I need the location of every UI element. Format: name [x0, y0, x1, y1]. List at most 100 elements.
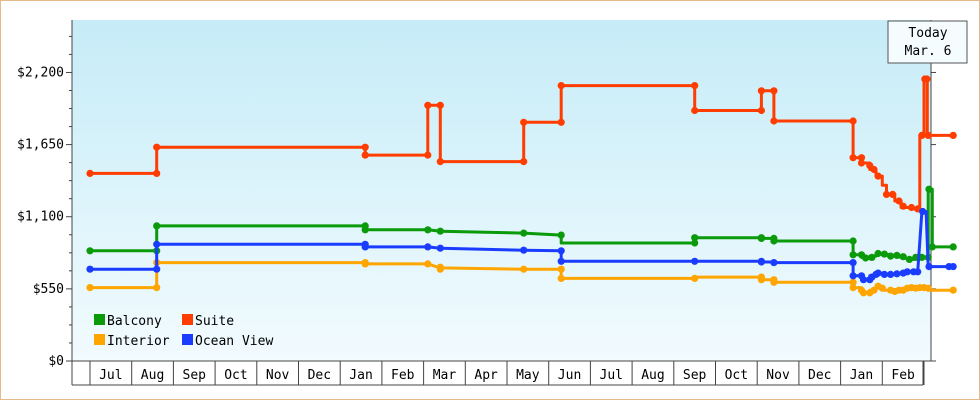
data-point — [361, 151, 369, 159]
data-point — [895, 197, 903, 205]
x-tick-label: Oct — [725, 368, 748, 383]
legend-label: Ocean View — [195, 334, 273, 349]
x-tick-label: Jan — [850, 368, 873, 383]
data-point — [153, 240, 161, 248]
data-point — [424, 151, 432, 159]
x-tick-label: Feb — [891, 368, 915, 383]
data-point — [870, 165, 878, 174]
data-point — [86, 247, 94, 255]
data-point — [918, 131, 926, 139]
x-tick-label: Aug — [641, 368, 664, 383]
data-point — [770, 117, 778, 125]
data-point — [86, 169, 94, 177]
data-point — [691, 257, 699, 265]
data-point — [520, 229, 528, 237]
data-point — [862, 254, 870, 262]
data-point — [361, 226, 369, 234]
series-balcony — [86, 185, 957, 263]
data-point — [949, 131, 957, 139]
plot-background — [72, 20, 931, 361]
x-tick-label: Apr — [474, 368, 498, 383]
data-point — [153, 169, 161, 177]
data-point — [882, 190, 891, 198]
data-point — [557, 247, 565, 255]
legend: Balcony Suite Interior Ocean View — [94, 314, 273, 349]
data-point — [849, 272, 857, 280]
data-point — [889, 190, 897, 198]
data-point — [757, 276, 766, 284]
today-label-line1: Today — [908, 26, 947, 41]
data-point — [361, 143, 369, 151]
data-point — [868, 253, 876, 261]
data-point — [874, 172, 882, 180]
x-tick-label: Oct — [224, 368, 247, 383]
data-point — [905, 255, 914, 263]
data-point — [557, 118, 565, 126]
x-tick-label: Aug — [141, 368, 164, 383]
data-point — [361, 243, 369, 251]
x-tick-label: Jul — [99, 368, 122, 383]
data-point — [86, 284, 94, 292]
legend-swatch — [182, 314, 193, 325]
y-tick-label: $0 — [48, 354, 64, 369]
data-point — [691, 239, 699, 247]
x-tick-label: Sep — [683, 368, 707, 383]
x-tick-label: Mar — [433, 368, 457, 383]
data-point — [924, 284, 932, 292]
data-point — [887, 270, 895, 278]
x-tick-label: Jun — [558, 368, 581, 383]
series-layer — [86, 75, 957, 297]
data-point — [520, 158, 528, 166]
data-point — [857, 154, 866, 162]
y-tick-label: $550 — [33, 282, 64, 297]
data-point — [903, 268, 911, 276]
data-point — [849, 278, 857, 286]
x-tick-label: Dec — [808, 368, 831, 383]
data-point — [857, 159, 866, 167]
data-point — [928, 243, 936, 251]
data-point — [520, 246, 528, 254]
x-tick-label: Feb — [391, 368, 415, 383]
data-point — [874, 269, 882, 277]
series-ocean-view — [86, 207, 957, 284]
data-point — [520, 265, 528, 273]
data-point — [691, 106, 699, 115]
data-point — [436, 265, 444, 273]
data-point — [914, 268, 922, 276]
data-point — [557, 257, 565, 265]
legend-label: Suite — [195, 314, 234, 329]
data-point — [557, 231, 565, 239]
data-point — [436, 227, 444, 235]
x-tick-label: Jan — [349, 368, 372, 383]
data-point — [859, 276, 868, 284]
series-interior — [86, 259, 957, 297]
data-point — [849, 117, 857, 125]
data-point — [899, 202, 907, 210]
data-point — [520, 118, 528, 126]
data-point — [859, 289, 868, 297]
data-point — [691, 82, 699, 90]
data-point — [691, 274, 699, 282]
data-point — [949, 286, 957, 294]
data-point — [925, 185, 933, 193]
data-point — [757, 87, 766, 95]
data-point — [361, 260, 369, 268]
legend-label: Interior — [107, 334, 170, 349]
today-box — [887, 20, 968, 64]
legend-swatch — [94, 314, 105, 325]
data-point — [925, 263, 933, 271]
data-point — [880, 270, 889, 278]
data-point — [424, 243, 432, 251]
data-point — [153, 284, 161, 292]
today-annotation: Today Mar. 6 — [887, 20, 968, 64]
y-tick-label: $2,200 — [17, 65, 64, 80]
data-point — [153, 222, 161, 230]
data-point — [919, 207, 927, 216]
axes: $0 $550 $1,100 $1,650 $2,200 Jul Aug Sep Oct Nov D… — [17, 20, 936, 386]
data-point — [691, 234, 699, 242]
data-point — [770, 259, 778, 267]
data-point — [557, 265, 565, 273]
legend-label: Balcony — [107, 314, 162, 329]
